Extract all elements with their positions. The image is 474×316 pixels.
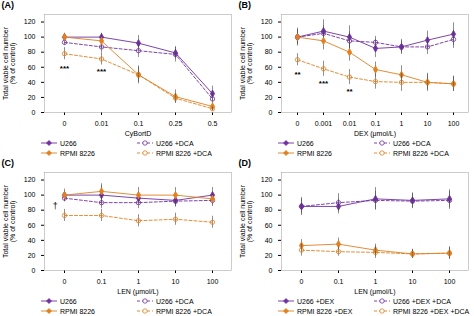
svg-text:40: 40 <box>265 79 273 86</box>
svg-text:100: 100 <box>24 33 36 40</box>
svg-text:Total viable cell number(% of: Total viable cell number(% of control) <box>239 26 254 100</box>
svg-text:120: 120 <box>261 176 273 183</box>
svg-text:1: 1 <box>374 278 378 285</box>
html-text:RPMI 8226 +DCA: RPMI 8226 +DCA <box>393 149 449 157</box>
svg-text:40: 40 <box>28 237 36 244</box>
svg-text:***: *** <box>60 64 70 73</box>
svg-text:120: 120 <box>24 176 36 183</box>
svg-text:80: 80 <box>265 206 273 213</box>
svg-text:0.1: 0.1 <box>334 278 344 285</box>
html-text:U266 +DCA: U266 +DCA <box>156 297 194 305</box>
svg-text:0.001: 0.001 <box>315 120 333 127</box>
svg-text:20: 20 <box>28 252 36 259</box>
svg-text:Total viable cell number(% of: Total viable cell number(% of control) <box>2 184 17 258</box>
svg-text:100: 100 <box>444 278 456 285</box>
svg-text:60: 60 <box>28 222 36 229</box>
svg-text:(B): (B) <box>239 0 252 10</box>
svg-text:***: *** <box>97 67 107 76</box>
html-text:RPMI 8226: RPMI 8226 <box>60 149 95 157</box>
html-text:RPMI 8226 +DEX: RPMI 8226 +DEX <box>297 307 353 315</box>
svg-text:0.1: 0.1 <box>134 120 144 127</box>
html-text:RPMI 8226 +DCA: RPMI 8226 +DCA <box>156 149 212 157</box>
html-text:U266 +DEX +DCA: U266 +DEX +DCA <box>393 297 451 305</box>
svg-text:60: 60 <box>28 64 36 71</box>
svg-text:Total viable cell number(% of: Total viable cell number(% of control) <box>2 26 17 100</box>
html-text:U266 +DEX: U266 +DEX <box>297 297 335 305</box>
html-text:RPMI 8226 +DCA: RPMI 8226 +DCA <box>156 307 212 315</box>
svg-text:10: 10 <box>424 120 432 127</box>
svg-text:120: 120 <box>261 18 273 25</box>
svg-text:***: *** <box>319 79 329 88</box>
svg-text:0.1: 0.1 <box>371 120 381 127</box>
svg-text:80: 80 <box>28 206 36 213</box>
svg-text:**: ** <box>294 70 301 79</box>
svg-text:120: 120 <box>24 18 36 25</box>
svg-text:20: 20 <box>265 94 273 101</box>
html-text:U266: U266 <box>60 297 77 305</box>
html-text:U266 +DCA: U266 +DCA <box>393 139 431 147</box>
svg-text:0: 0 <box>300 278 304 285</box>
svg-text:100: 100 <box>448 120 460 127</box>
svg-text:20: 20 <box>28 94 36 101</box>
svg-text:CyBortD: CyBortD <box>125 130 151 138</box>
svg-text:0: 0 <box>63 120 67 127</box>
svg-text:DEX (μmol/L): DEX (μmol/L) <box>354 130 396 138</box>
svg-text:Total viable cell number(% of: Total viable cell number(% of control) <box>239 184 254 258</box>
svg-text:0.1: 0.1 <box>97 278 107 285</box>
html-text:RPMI 8226 +DEX +DCA: RPMI 8226 +DEX +DCA <box>393 307 470 315</box>
svg-text:(A): (A) <box>2 0 15 10</box>
svg-text:40: 40 <box>28 79 36 86</box>
svg-text:LEN (μmol/L): LEN (μmol/L) <box>354 288 395 296</box>
html-text:U266: U266 <box>297 139 314 147</box>
svg-text:10: 10 <box>409 278 417 285</box>
svg-text:(D): (D) <box>239 158 252 168</box>
svg-text:0.01: 0.01 <box>343 120 357 127</box>
svg-text:0.25: 0.25 <box>169 120 183 127</box>
svg-text:†: † <box>53 201 58 211</box>
svg-text:0: 0 <box>32 109 36 116</box>
svg-text:10: 10 <box>172 278 180 285</box>
html-text:RPMI 8226: RPMI 8226 <box>297 149 332 157</box>
svg-text:(C): (C) <box>2 158 15 168</box>
svg-text:60: 60 <box>265 222 273 229</box>
svg-text:1: 1 <box>400 120 404 127</box>
html-text:RPMI 8226: RPMI 8226 <box>60 307 95 315</box>
svg-text:100: 100 <box>207 278 219 285</box>
svg-text:0: 0 <box>269 267 273 274</box>
html-text:U266 +DCA: U266 +DCA <box>156 139 194 147</box>
svg-text:100: 100 <box>24 191 36 198</box>
svg-text:100: 100 <box>261 33 273 40</box>
svg-text:**: ** <box>346 87 353 96</box>
svg-text:40: 40 <box>265 237 273 244</box>
svg-text:0: 0 <box>63 278 67 285</box>
svg-text:0.5: 0.5 <box>208 120 218 127</box>
svg-text:60: 60 <box>265 64 273 71</box>
svg-text:1: 1 <box>137 278 141 285</box>
svg-text:0: 0 <box>296 120 300 127</box>
svg-text:80: 80 <box>28 48 36 55</box>
svg-text:100: 100 <box>261 191 273 198</box>
svg-text:0: 0 <box>32 267 36 274</box>
svg-text:LEN (μmol/L): LEN (μmol/L) <box>117 288 158 296</box>
svg-text:0: 0 <box>269 109 273 116</box>
svg-text:20: 20 <box>265 252 273 259</box>
svg-text:0.01: 0.01 <box>95 120 109 127</box>
html-text:U266: U266 <box>60 139 77 147</box>
svg-text:80: 80 <box>265 48 273 55</box>
